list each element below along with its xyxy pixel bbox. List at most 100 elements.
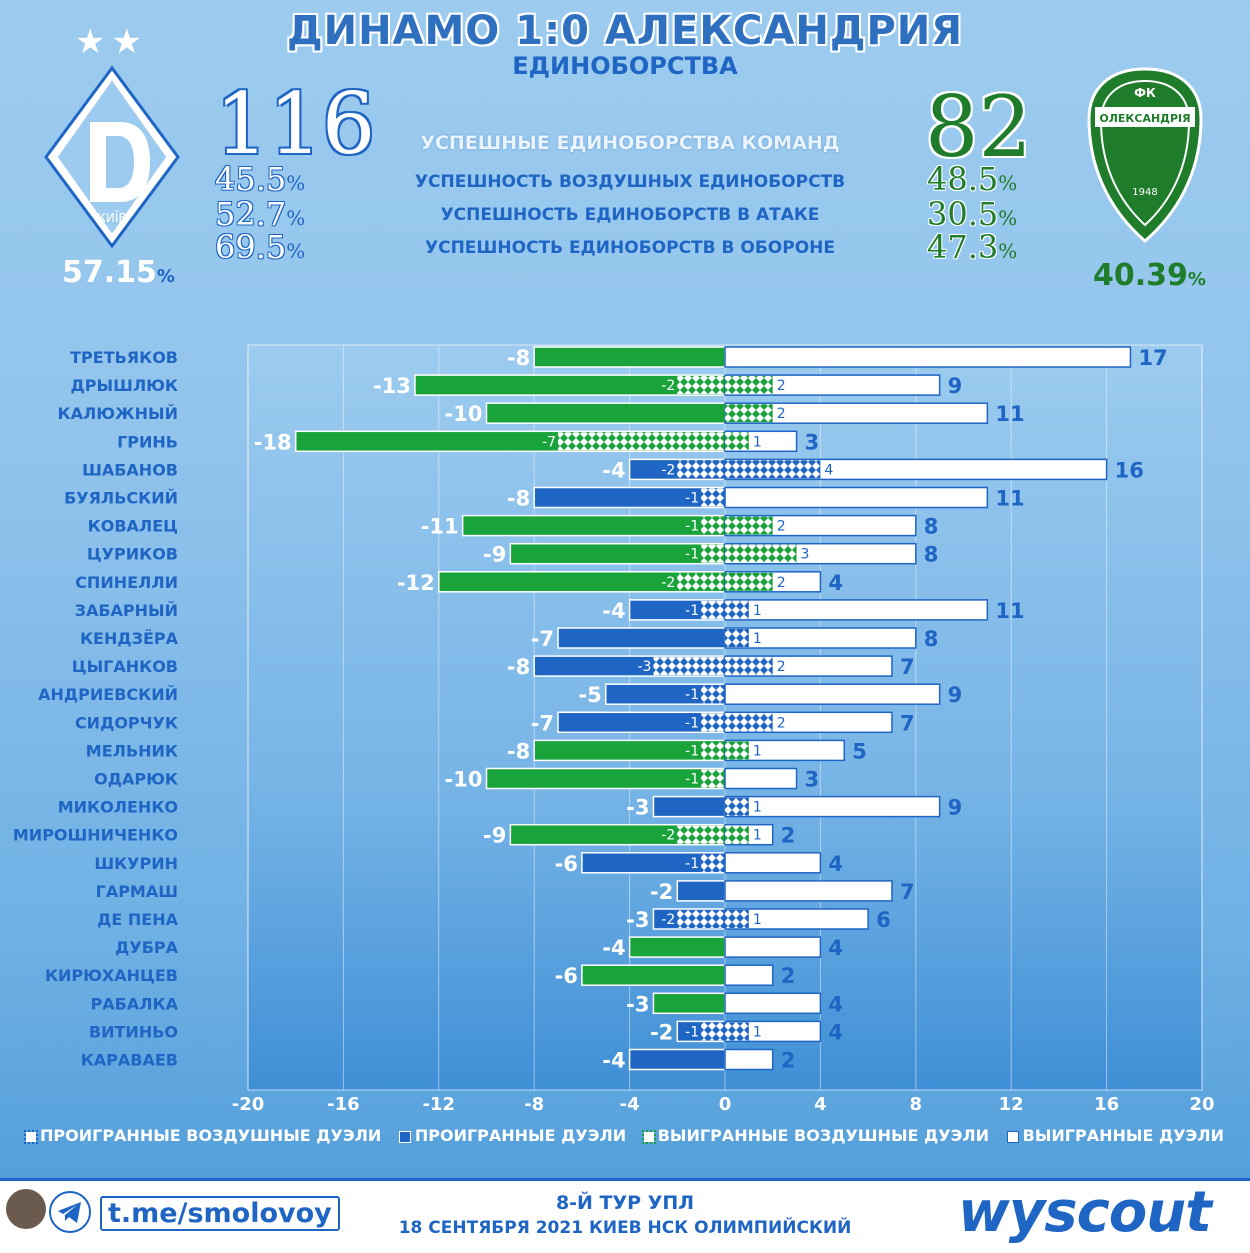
lost-value-label: -2 — [650, 880, 673, 904]
won-air-value-label: 2 — [777, 406, 786, 422]
won-air-value-label: 2 — [777, 519, 786, 535]
lost-air-value-label: -7 — [542, 434, 556, 450]
telegram-icon[interactable] — [48, 1190, 92, 1234]
player-label: КАЛЮЖНЫЙ — [58, 404, 178, 423]
player-label: ЗАБАРНЫЙ — [75, 601, 178, 620]
lost-value-label: -13 — [373, 374, 411, 398]
won-value-label: 3 — [805, 430, 820, 454]
lost-duels-bar — [557, 627, 726, 649]
x-tick-label: -8 — [524, 1094, 544, 1115]
lost-value-label: -8 — [507, 346, 530, 370]
lost-duels-bar — [676, 880, 726, 902]
won-air-duels-bar — [725, 460, 821, 479]
svg-text:1948: 1948 — [1132, 187, 1157, 198]
lost-value-label: -10 — [445, 402, 483, 426]
player-label: ДРЫШЛЮК — [71, 376, 178, 395]
won-value-label: 17 — [1138, 346, 1167, 370]
player-label: ДЕ ПЕНА — [97, 910, 178, 929]
lost-value-label: -4 — [602, 936, 625, 960]
home-total: 116 — [215, 75, 376, 173]
lost-air-value-label: -2 — [661, 912, 675, 928]
wyscout-logo: wyscout — [958, 1180, 1212, 1245]
dynamo-kyiv-logo-icon: КИЇВ — [44, 65, 180, 249]
lost-air-value-label: -2 — [661, 575, 675, 591]
player-label: КИРЮХАНЦЕВ — [45, 966, 178, 985]
svg-text:КИЇВ: КИЇВ — [97, 210, 126, 225]
svg-text:ФК: ФК — [1134, 86, 1156, 100]
won-value-label: 16 — [1115, 458, 1144, 482]
x-tick-label: 4 — [814, 1094, 827, 1115]
lost-air-duels-bar — [701, 600, 725, 619]
x-tick-label: -16 — [327, 1094, 360, 1115]
lost-duels-bar — [652, 992, 726, 1015]
telegram-link[interactable]: t.me/smolovoy — [100, 1196, 340, 1231]
lost-value-label: -5 — [578, 683, 601, 707]
lost-value-label: -11 — [421, 515, 459, 539]
lost-air-duels-bar — [701, 1022, 725, 1041]
won-value-label: 8 — [924, 627, 939, 651]
lost-duels-bar — [628, 936, 726, 958]
lost-air-duels-bar — [677, 460, 725, 479]
lost-air-duels-bar — [701, 741, 725, 760]
lost-value-label: -4 — [602, 1049, 625, 1073]
lost-air-duels-bar — [701, 685, 725, 704]
won-air-value-label: 2 — [777, 715, 786, 731]
legend-item-lost: ПРОИГРАННЫЕ ДУЭЛИ — [398, 1126, 626, 1145]
duels-chart: ТРЕТЬЯКОВ ДРЫШЛЮК КАЛЮЖНЫЙ ГРИНЬ ШАБАНОВ БУЯЛ… — [13, 344, 1215, 1115]
lost-air-duels-bar — [677, 825, 725, 844]
lost-value-label: -7 — [531, 711, 554, 735]
won-air-duels-bar — [725, 1022, 749, 1041]
lost-value-label: -10 — [445, 768, 483, 792]
lost-air-value-label: -1 — [685, 715, 699, 731]
lost-air-duels-bar — [701, 544, 725, 563]
lost-air-value-label: -1 — [685, 743, 699, 759]
page-title: ДИНАМО 1:0 АЛЕКСАНДРИЯ — [286, 8, 964, 54]
lost-air-value-label: -2 — [661, 378, 675, 394]
won-air-duels-bar — [725, 825, 749, 844]
x-tick-label: -4 — [620, 1094, 640, 1115]
won-air-duels-bar — [725, 600, 749, 619]
won-air-value-label: 1 — [753, 434, 762, 450]
won-air-value-label: 2 — [777, 378, 786, 394]
lost-value-label: -4 — [602, 599, 625, 623]
won-value-label: 6 — [876, 908, 891, 932]
lost-duels-bar — [581, 964, 726, 986]
won-air-value-label: 1 — [753, 912, 762, 928]
won-value-label: 3 — [805, 768, 820, 792]
won-value-label: 4 — [828, 936, 843, 960]
two-stars-icon: ★★ — [75, 22, 148, 62]
lost-air-duels-bar — [677, 572, 725, 591]
won-value-label: 7 — [900, 880, 915, 904]
won-value-label: 2 — [781, 964, 796, 988]
away-team-percent: 40.39% — [1093, 258, 1206, 293]
lost-air-value-label: -2 — [661, 828, 675, 844]
x-tick-label: 20 — [1189, 1094, 1214, 1115]
away-air-percent: 48.5% — [927, 160, 1018, 198]
lost-air-value-label: -1 — [685, 856, 699, 872]
won-air-duels-bar — [725, 376, 773, 395]
won-value-label: 8 — [924, 543, 939, 567]
lost-air-duels-bar — [701, 516, 725, 535]
lost-air-value-label: -1 — [685, 603, 699, 619]
player-label: АНДРИЕВСКИЙ — [38, 685, 178, 704]
lost-duels-bar — [557, 711, 726, 734]
lost-air-duels-bar — [558, 432, 725, 451]
won-duels-bar — [724, 599, 989, 621]
won-air-value-label: 1 — [753, 743, 762, 759]
won-value-label: 4 — [828, 571, 843, 595]
won-value-label: 2 — [781, 1049, 796, 1073]
home-defense-percent: 69.5% — [215, 228, 306, 266]
player-label: ДУБРА — [115, 938, 179, 957]
won-value-label: 4 — [828, 1020, 843, 1044]
won-air-duels-bar — [725, 910, 749, 928]
won-duels-bar — [724, 880, 893, 902]
won-air-duels-bar — [725, 544, 797, 563]
won-air-duels-bar — [725, 432, 749, 451]
away-defense-percent: 47.3% — [927, 228, 1018, 266]
player-label: БУЯЛЬСКИЙ — [64, 489, 178, 508]
lost-value-label: -6 — [555, 964, 578, 988]
legend-item-lost-air: ПРОИГРАННЫЕ ВОЗДУШНЫЕ ДУЭЛИ — [24, 1126, 381, 1145]
lost-duels-bar — [533, 346, 726, 368]
lost-duels-bar — [652, 795, 726, 818]
player-label: МИКОЛЕНКО — [58, 798, 178, 817]
